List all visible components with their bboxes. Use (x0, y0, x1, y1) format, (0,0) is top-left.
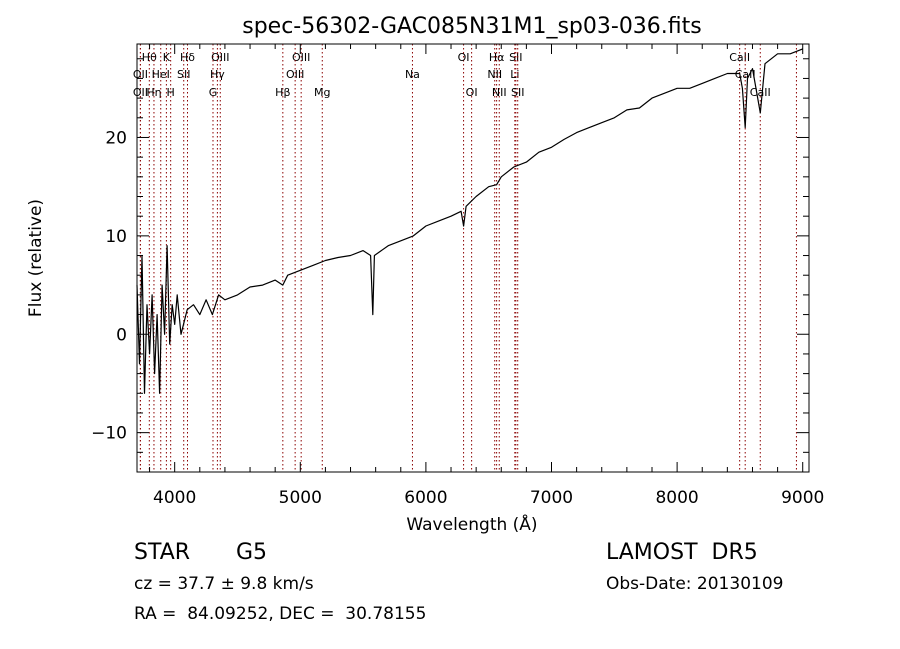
survey-name: LAMOST DR5 (606, 540, 758, 565)
line-marker-label: H (167, 86, 175, 99)
line-marker-label: OI (466, 86, 478, 99)
x-tick-label: 4000 (153, 488, 196, 508)
line-marker-label: Mg (314, 86, 330, 99)
line-marker-label: NII (487, 68, 502, 81)
chart-title: spec-56302-GAC085N31M1_sp03-036.fits (242, 14, 702, 39)
redshift-value: cz = 37.7 ± 9.8 km/s (134, 574, 314, 594)
line-marker-label: SII (177, 68, 190, 81)
line-marker-label: Hδ (180, 51, 195, 64)
line-marker-label: Na (405, 68, 420, 81)
object-subclass: G5 (236, 540, 268, 565)
line-marker-label: OI (458, 51, 470, 64)
line-marker-label: G (209, 86, 218, 99)
spectrum-line (136, 48, 803, 394)
line-marker-label: Hβ (275, 86, 290, 99)
line-marker-label: CaII (750, 86, 771, 99)
line-marker-label: HeI (152, 68, 170, 81)
spectrum-series (136, 48, 803, 394)
line-marker-label: OIII (292, 51, 310, 64)
y-tick-label: 0 (116, 325, 127, 345)
y-axis-label: Flux (relative) (26, 199, 46, 317)
x-tick-label: 9000 (781, 488, 824, 508)
plot-frame (136, 43, 810, 473)
line-marker-label: Hθ (142, 51, 157, 64)
y-tick-label: 10 (105, 227, 127, 247)
line-marker-label: NII (492, 86, 507, 99)
x-tick-label: 8000 (655, 488, 698, 508)
line-marker-label: CaII (729, 51, 750, 64)
line-marker-label: Hη (146, 86, 161, 99)
line-marker-label: Hγ (210, 68, 225, 81)
line-marker-label: SII (509, 51, 522, 64)
line-marker-label: Hα (489, 51, 505, 64)
x-tick-label: 6000 (404, 488, 447, 508)
line-marker-label: K (163, 51, 171, 64)
axis-ticks: 4000 5000 6000 7000 8000 9000 −10 0 10 20 (91, 44, 824, 508)
observation-date: Obs-Date: 20130109 (606, 574, 784, 594)
line-marker-label: OIII (211, 51, 229, 64)
line-marker-label: OII (133, 68, 148, 81)
coordinates: RA = 84.09252, DEC = 30.78155 (134, 604, 427, 624)
y-tick-label: −10 (91, 424, 127, 444)
line-marker-label: SII (511, 86, 524, 99)
y-tick-label: 20 (105, 128, 127, 148)
object-class: STAR (134, 540, 191, 565)
x-tick-label: 5000 (279, 488, 322, 508)
x-axis-label: Wavelength (Å) (406, 513, 537, 535)
line-marker-label: OIII (286, 68, 304, 81)
line-marker-label: Li (510, 68, 519, 81)
x-tick-label: 7000 (530, 488, 573, 508)
